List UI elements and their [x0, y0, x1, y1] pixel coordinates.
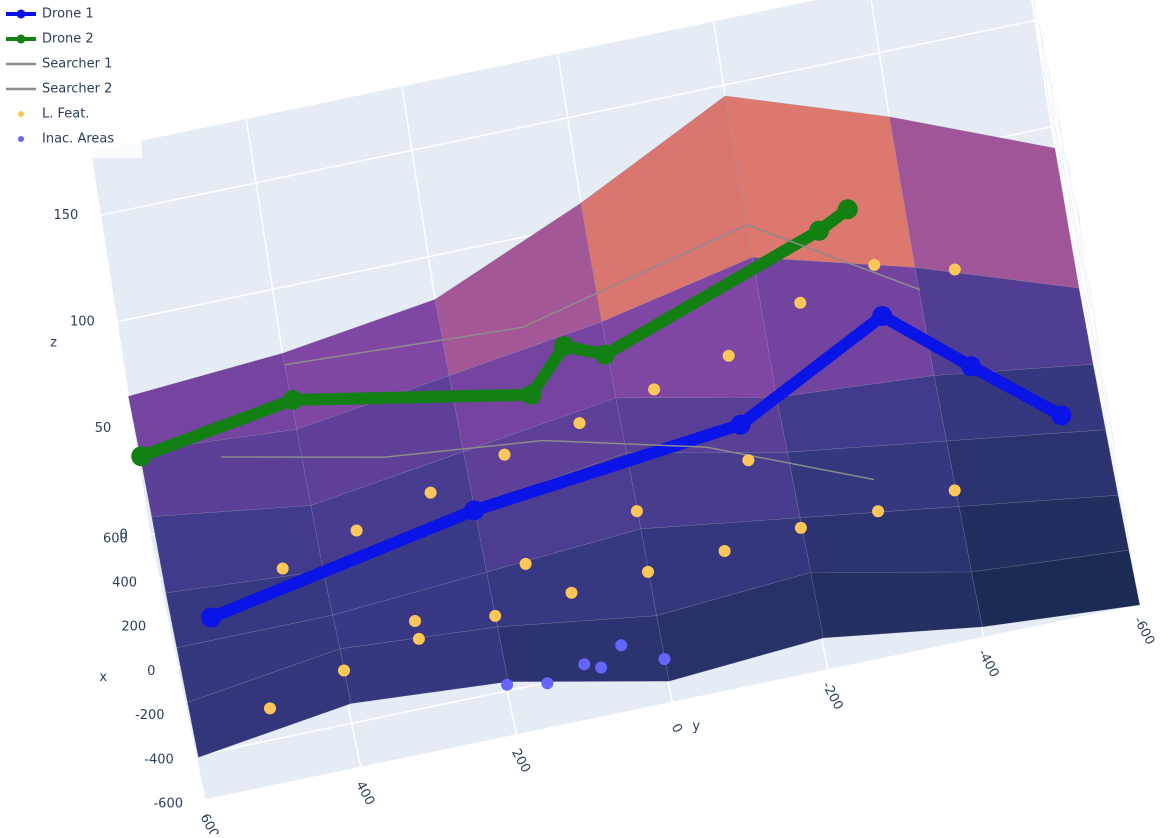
- legend: Drone 1 Drone 2 Searcher 1 Searcher 2 L. Fea…: [0, 0, 142, 158]
- legend-marker: [18, 136, 24, 142]
- legend-label: L. Feat.: [42, 107, 89, 122]
- feature-marker: [425, 487, 437, 499]
- drone-marker: [809, 221, 829, 241]
- legend-marker: [17, 35, 26, 44]
- drone-marker: [838, 199, 858, 219]
- z-tick-label: 50: [95, 421, 112, 436]
- x-tick-label: -600: [153, 797, 183, 812]
- surface-patch: [800, 507, 972, 573]
- feature-marker: [794, 297, 806, 309]
- feature-marker: [409, 615, 421, 627]
- drone-marker: [1051, 405, 1071, 425]
- legend-marker: [18, 111, 24, 117]
- feature-marker: [578, 658, 590, 670]
- feature-marker: [413, 633, 425, 645]
- feature-marker: [574, 417, 586, 429]
- y-tick-label: -400: [974, 647, 1001, 680]
- drone-marker: [961, 356, 981, 376]
- drone-marker: [595, 345, 615, 365]
- y-tick-label: 400: [352, 779, 377, 808]
- legend-label: Searcher 1: [42, 57, 112, 72]
- legend-label: Searcher 2: [42, 82, 112, 97]
- z-axis-title: z: [50, 336, 57, 351]
- x-axis-title: x: [99, 670, 107, 685]
- feature-marker: [351, 525, 363, 537]
- feature-marker: [615, 639, 627, 651]
- y-tick-label: 0: [668, 721, 685, 735]
- feature-marker: [872, 505, 884, 517]
- drone-marker: [131, 446, 151, 466]
- feature-marker: [520, 558, 532, 570]
- y-tick-label: 200: [508, 747, 533, 776]
- legend-label: Drone 2: [42, 32, 94, 47]
- legend-marker: [17, 10, 26, 19]
- drone-marker: [554, 336, 574, 356]
- feature-marker: [719, 545, 731, 557]
- feature-marker: [277, 563, 289, 575]
- drone-marker: [201, 608, 221, 628]
- x-tick-label: 200: [121, 620, 146, 635]
- feature-marker: [868, 259, 880, 271]
- feature-marker: [499, 449, 511, 461]
- surface-patch: [811, 572, 983, 638]
- drone-marker: [464, 500, 484, 520]
- feature-marker: [795, 522, 807, 534]
- legend-label: Drone 1: [42, 7, 94, 22]
- feature-marker: [338, 665, 350, 677]
- x-tick-label: -200: [135, 708, 165, 723]
- surface-patch: [627, 452, 800, 529]
- feature-marker: [642, 566, 654, 578]
- surface-patch: [498, 616, 670, 682]
- surface-patch: [947, 430, 1119, 507]
- z-tick-label: 100: [70, 314, 95, 329]
- feature-marker: [659, 653, 671, 665]
- x-tick-label: 0: [147, 664, 155, 679]
- feature-marker: [595, 662, 607, 674]
- chart: -600 -400 -200 0 200 400 600 -600 -400 -200 0 200 40…: [0, 0, 1170, 834]
- z-tick-label: 0: [120, 527, 128, 542]
- drone-marker: [283, 390, 303, 410]
- feature-marker: [566, 587, 578, 599]
- y-axis-title: y: [692, 719, 700, 734]
- feature-marker: [648, 383, 660, 395]
- y-tick-label: 600: [197, 812, 222, 834]
- feature-marker: [723, 350, 735, 362]
- feature-marker: [949, 484, 961, 496]
- feature-marker: [631, 505, 643, 517]
- z-tick-label: 150: [53, 208, 78, 223]
- surface-patch: [934, 364, 1106, 441]
- drone-marker: [872, 306, 892, 326]
- x-tick-label: 400: [112, 576, 137, 591]
- y-tick-label: -200: [819, 679, 846, 712]
- x-tick-label: -400: [144, 752, 174, 767]
- y-tick-label: -600: [1130, 614, 1157, 647]
- feature-marker: [742, 454, 754, 466]
- surface-patch: [725, 96, 915, 268]
- feature-marker: [949, 264, 961, 276]
- legend-label: Inac. Areas: [42, 132, 114, 147]
- feature-marker: [541, 677, 553, 689]
- feature-marker: [501, 679, 513, 691]
- feature-marker: [489, 610, 501, 622]
- drone-marker: [731, 415, 751, 435]
- drone-marker: [521, 385, 541, 405]
- feature-marker: [264, 702, 276, 714]
